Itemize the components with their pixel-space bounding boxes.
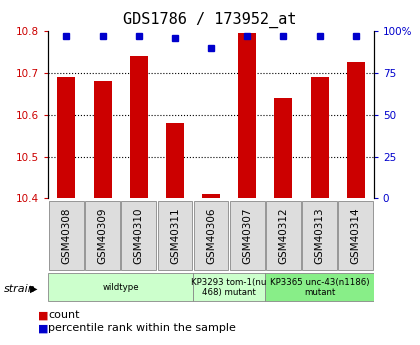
Text: KP3365 unc-43(n1186)
mutant: KP3365 unc-43(n1186) mutant [270,277,369,297]
Bar [166,123,184,198]
Text: GSM40313: GSM40313 [315,207,325,264]
FancyBboxPatch shape [48,273,193,301]
Bar [310,77,328,198]
FancyBboxPatch shape [194,201,228,270]
Text: percentile rank within the sample: percentile rank within the sample [48,323,236,333]
FancyBboxPatch shape [158,201,192,270]
Text: GSM40307: GSM40307 [242,207,252,264]
FancyBboxPatch shape [193,273,265,301]
Text: GSM40309: GSM40309 [97,207,108,264]
Text: ■: ■ [38,323,48,333]
Text: GSM40312: GSM40312 [278,207,289,264]
Bar [58,77,76,198]
Text: ■: ■ [38,310,48,321]
Bar [202,194,220,198]
Bar [346,62,365,198]
Text: GSM40308: GSM40308 [61,207,71,264]
FancyBboxPatch shape [85,201,120,270]
Bar [130,56,148,198]
Text: GSM40310: GSM40310 [134,207,144,264]
Bar [94,81,112,198]
FancyBboxPatch shape [302,201,337,270]
Text: GSM40311: GSM40311 [170,207,180,264]
FancyBboxPatch shape [230,201,265,270]
Text: wildtype: wildtype [102,283,139,292]
FancyBboxPatch shape [339,201,373,270]
Text: GDS1786 / 173952_at: GDS1786 / 173952_at [123,12,297,28]
Text: GSM40306: GSM40306 [206,207,216,264]
Bar [238,33,256,198]
Text: strain: strain [4,284,36,294]
Bar [274,98,292,198]
Text: KP3293 tom-1(nu
468) mutant: KP3293 tom-1(nu 468) mutant [192,277,267,297]
Text: count: count [48,310,80,321]
Text: GSM40314: GSM40314 [351,207,361,264]
FancyBboxPatch shape [265,273,374,301]
Text: ▶: ▶ [30,284,38,294]
FancyBboxPatch shape [266,201,301,270]
FancyBboxPatch shape [121,201,156,270]
FancyBboxPatch shape [49,201,84,270]
